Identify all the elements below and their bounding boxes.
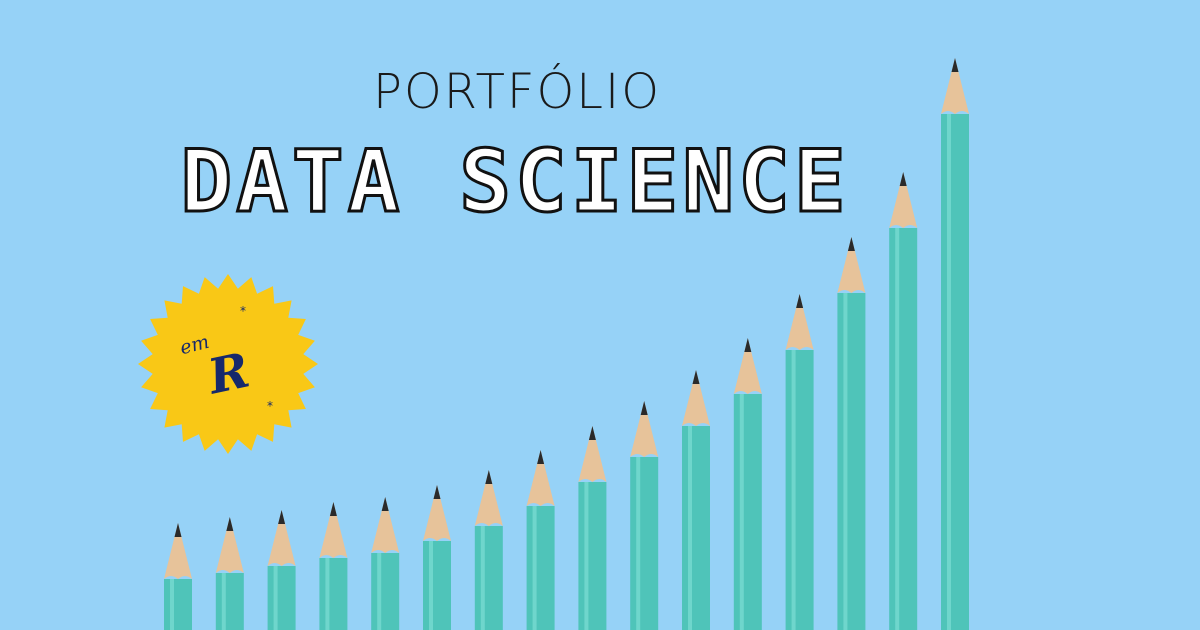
pencil (215, 517, 244, 630)
pencil (267, 510, 296, 630)
pencil (941, 58, 969, 630)
pencil (837, 237, 866, 630)
pencil (423, 485, 451, 630)
pencil (526, 450, 555, 630)
sparkle-icon: * (240, 304, 246, 318)
pencil (578, 426, 607, 630)
title-data-science: DATA SCIENCE (179, 131, 850, 234)
pencil (319, 502, 348, 630)
pencil (889, 172, 918, 630)
r-badge: em R * * (136, 272, 320, 456)
pencil (682, 370, 710, 630)
sparkle-icon: * (267, 399, 273, 413)
pencil (630, 401, 659, 630)
pencil (164, 523, 192, 630)
pencil (733, 338, 762, 630)
title-portfolio: PORTFÓLIO (373, 64, 661, 120)
pencil (785, 294, 814, 630)
pencil (474, 470, 503, 630)
starburst-shape (138, 274, 318, 454)
pencil (371, 497, 400, 630)
